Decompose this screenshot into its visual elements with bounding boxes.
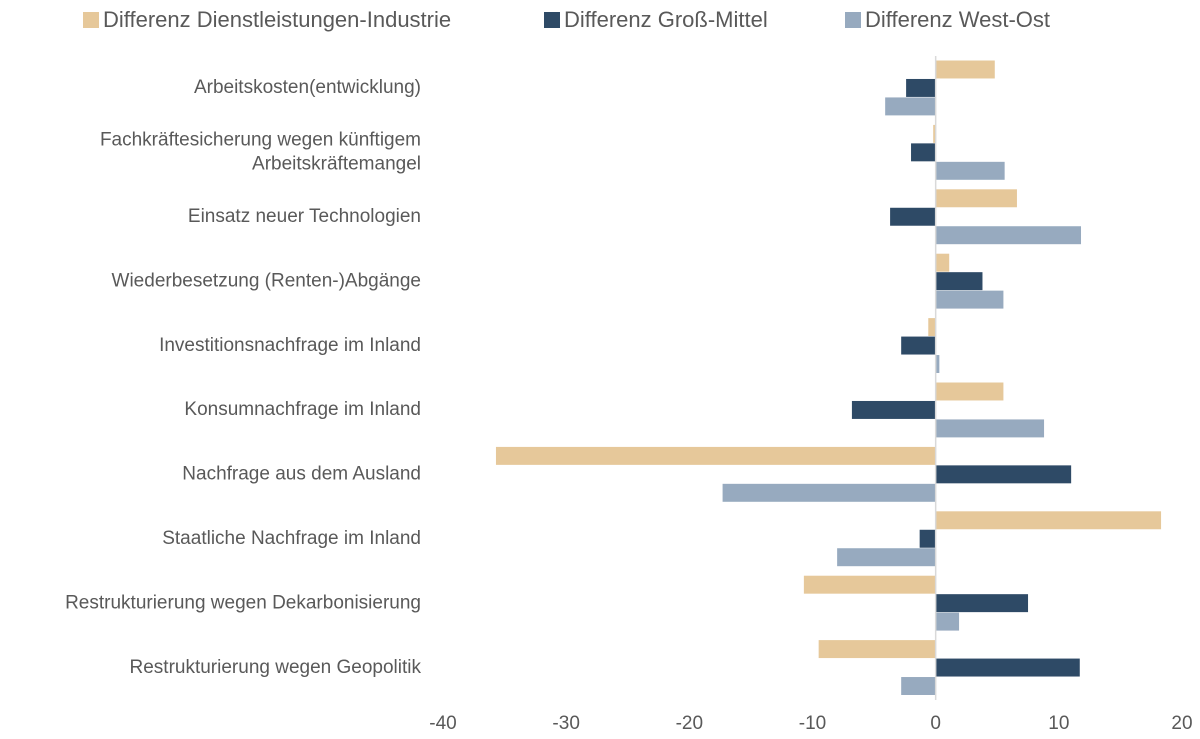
legend-swatch (83, 12, 99, 28)
bar (935, 272, 983, 291)
legend-swatch (544, 12, 560, 28)
bar (933, 124, 936, 143)
bar (935, 612, 960, 631)
bar (935, 594, 1029, 613)
y-tick-label: Nachfrage aus dem Ausland (182, 464, 421, 485)
y-tick-label: Fachkräftesicherung wegen künftigem Arbei… (100, 130, 421, 175)
bar (935, 290, 1004, 309)
bar (495, 446, 936, 465)
y-tick-label: Arbeitskosten(entwicklung) (194, 77, 421, 98)
y-tick-label: Konsumnachfrage im Inland (184, 399, 421, 420)
bar (935, 226, 1082, 245)
bar (901, 677, 936, 695)
legend-label: Differenz Groß-Mittel (564, 7, 768, 32)
bar (935, 382, 1004, 401)
legend-label: Differenz Dienstleistungen-Industrie (103, 7, 451, 32)
bar (919, 529, 936, 548)
bar (935, 658, 1080, 677)
bar (935, 60, 995, 79)
y-tick-label: Restrukturierung wegen Dekarbonisierung (65, 592, 421, 613)
x-tick-label: -10 (799, 713, 826, 734)
bar (818, 640, 936, 659)
bar (935, 189, 1017, 208)
bar (935, 511, 1162, 530)
bar (890, 207, 936, 226)
legend-label: Differenz West-Ost (865, 7, 1050, 32)
y-tick-label: Restrukturierung wegen Geopolitik (130, 657, 422, 678)
y-tick-label: Investitionsnachfrage im Inland (159, 335, 421, 356)
bar (906, 78, 936, 97)
bar (935, 465, 1072, 484)
y-tick-label: Staatliche Nachfrage im Inland (162, 528, 421, 549)
bar (935, 355, 940, 373)
bar (837, 548, 936, 567)
bar (928, 318, 936, 337)
legend-swatch (845, 12, 861, 28)
x-tick-label: -40 (429, 713, 456, 734)
x-tick-label: 10 (1048, 713, 1069, 734)
bar (885, 97, 936, 116)
x-tick-label: 20 (1171, 713, 1192, 734)
bar (722, 483, 936, 502)
x-tick-label: -20 (676, 713, 703, 734)
bar (901, 336, 936, 355)
y-tick-label: Wiederbesetzung (Renten-)Abgänge (112, 270, 421, 291)
bar (911, 143, 936, 162)
bar (935, 161, 1005, 180)
bar (803, 575, 936, 594)
bar (851, 400, 936, 419)
x-tick-label: 0 (930, 713, 941, 734)
x-tick-label: -30 (552, 713, 579, 734)
bar (935, 419, 1045, 438)
bar (935, 253, 950, 272)
y-tick-label: Einsatz neuer Technologien (188, 206, 421, 227)
